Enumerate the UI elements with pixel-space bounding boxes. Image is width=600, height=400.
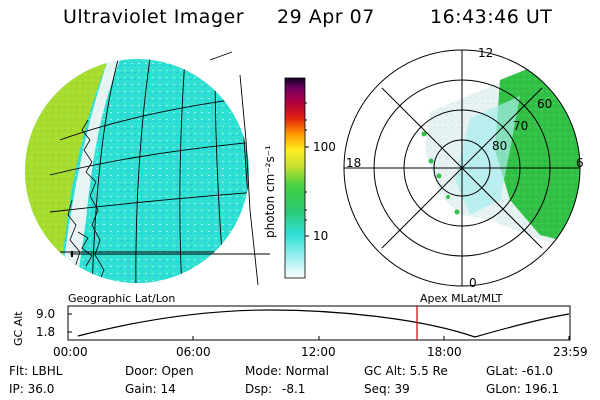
altitude-plot: [67, 305, 571, 341]
x-tick-1200: 12:00: [301, 345, 336, 359]
x-tick-1800: 18:00: [427, 345, 462, 359]
polar-image-panel: [343, 49, 581, 287]
observation-time: 16:43:46 UT: [430, 6, 553, 28]
geo-image-panel: [25, 51, 270, 286]
mlat-label-80: 80: [492, 139, 508, 153]
altitude-ymin: 1.8: [36, 325, 56, 339]
mlat-label-70: 70: [513, 119, 529, 133]
info-seq: Seq: 39: [364, 382, 410, 396]
observation-date: 29 Apr 07: [277, 6, 375, 28]
info-ip: IP: 36.0: [9, 382, 55, 396]
info-glat: GLat: -61.0: [486, 364, 553, 378]
color-scale-bar: [284, 77, 306, 279]
colorbar-ticks: [305, 102, 309, 237]
colorbar-label-100: 100: [313, 140, 336, 154]
altitude-ylabel: GC Alt: [12, 311, 25, 346]
info-door: Door: Open: [125, 364, 194, 378]
altitude-curve: [77, 309, 570, 338]
mlt-label-12: 12: [478, 46, 494, 60]
x-tick-0000: 00:00: [53, 345, 88, 359]
mlt-label-0: 0: [469, 276, 477, 290]
x-tick-0600: 06:00: [176, 345, 211, 359]
colorbar-unit-label: photon cm⁻²s⁻¹: [263, 145, 277, 238]
colorbar-label-10: 10: [313, 229, 329, 243]
geo-grid-outer: [70, 51, 270, 286]
mlt-label-6: 6: [576, 156, 584, 170]
info-gc-alt: GC Alt: 5.5 Re: [364, 364, 448, 378]
instrument-title: Ultraviolet Imager: [63, 6, 245, 28]
mlat-label-60: 60: [537, 97, 553, 111]
info-gain: Gain: 14: [125, 382, 176, 396]
info-dsp: Dsp: -8.1: [245, 382, 306, 396]
polar-panel-caption: Apex MLat/MLT: [420, 292, 503, 305]
geo-panel-caption: Geographic Lat/Lon: [68, 292, 176, 305]
info-glon: GLon: 196.1: [486, 382, 559, 396]
mlt-label-18: 18: [346, 156, 362, 170]
terminator-band: [60, 60, 120, 283]
altitude-ymax: 9.0: [36, 307, 56, 321]
x-tick-2359: 23:59: [553, 345, 588, 359]
info-mode: Mode: Normal: [245, 364, 329, 378]
info-flt: Flt: LBHL: [9, 364, 63, 378]
altitude-x-ticks: [67, 313, 570, 340]
polar-green-dots: [421, 131, 460, 215]
polar-grid: [343, 49, 581, 287]
